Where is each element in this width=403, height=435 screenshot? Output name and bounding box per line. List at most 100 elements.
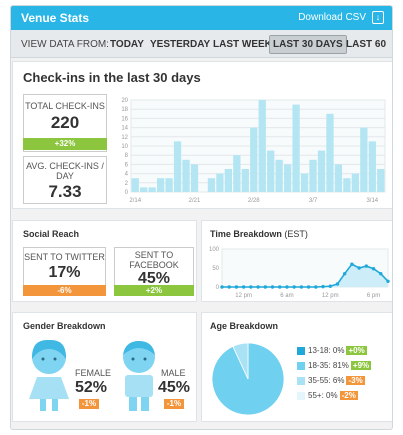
time-point (249, 285, 253, 289)
avg-checkins-box: AVG. CHECK-INS / DAY 7.33 (23, 156, 107, 204)
y-tick-label: 4 (125, 172, 129, 178)
time-point (364, 264, 369, 268)
checkin-bar (173, 141, 182, 192)
total-checkins-label: TOTAL CHECK-INS (25, 101, 105, 111)
time-point (306, 285, 311, 289)
time-point (263, 285, 268, 289)
checkin-bar (182, 159, 190, 192)
header-bar: Venue Stats Download CSV ↓ (11, 6, 392, 30)
checkin-bar (351, 173, 359, 192)
checkin-bar (233, 155, 241, 192)
time-point (321, 284, 325, 289)
checkin-bar (368, 141, 376, 192)
time-point (285, 285, 289, 289)
time-y-tick-label: 100 (209, 247, 220, 253)
twitter-box: SENT TO TWITTER 17% (23, 247, 106, 291)
checkin-bar (165, 178, 173, 192)
y-tick-label: 16 (121, 116, 128, 122)
y-tick-label: 8 (125, 153, 129, 159)
date-filter-bar: VIEW DATA FROM: TODAY YESTERDAY LAST WEE… (11, 30, 392, 58)
time-x-tick-label: 6 am (280, 293, 293, 299)
checkin-bar (140, 187, 148, 192)
filter-last-60[interactable]: LAST 60 (346, 39, 387, 50)
checkin-bar (275, 159, 283, 192)
time-point (227, 285, 231, 289)
time-x-tick-label: 12 pm (235, 293, 252, 299)
panel-title: Venue Stats (21, 11, 90, 25)
time-x-tick-label: 6 pm (367, 293, 380, 299)
checkin-bar (258, 100, 266, 192)
time-point (256, 285, 260, 289)
checkins-title: Check-ins in the last 30 days (23, 70, 201, 85)
age-swatch-13-18 (297, 346, 305, 355)
filter-yesterday[interactable]: YESTERDAY (150, 39, 211, 50)
checkin-bar (148, 187, 156, 192)
time-point (241, 285, 246, 289)
download-csv-link[interactable]: Download CSV (298, 12, 366, 23)
age-change-badge: -2% (339, 391, 358, 400)
age-legend-label: 55+: 0% (308, 391, 338, 400)
gender-breakdown-title: Gender Breakdown (23, 321, 106, 331)
checkin-bar (190, 164, 199, 192)
age-swatch-35-55 (297, 376, 305, 385)
time-line-chart: 0 50 100 12 pm 6 am 12 pm 6 pm (209, 247, 390, 299)
twitter-change: -6% (23, 285, 106, 296)
time-point (357, 266, 361, 270)
female-person-icon (29, 339, 69, 411)
x-tick-label: 2/28 (248, 198, 260, 204)
download-icon[interactable]: ↓ (372, 11, 384, 24)
social-reach-title: Social Reach (23, 229, 80, 239)
y-tick-label: 20 (121, 98, 128, 104)
time-point (371, 267, 376, 271)
age-legend-row-55-plus: 55+: 0% -2% (297, 391, 358, 400)
time-point (292, 285, 296, 289)
total-checkins-value: 220 (50, 113, 80, 132)
facebook-value: 45% (137, 270, 171, 287)
male-person-icon (123, 341, 155, 411)
time-point (234, 285, 239, 289)
age-legend-row-35-55: 35-55: 6% -3% (297, 376, 365, 385)
y-tick-label: 10 (121, 144, 128, 150)
age-change-badge: +9% (350, 361, 372, 370)
age-swatch-55-plus (297, 391, 305, 400)
checkin-bar (292, 104, 300, 192)
filter-today[interactable]: TODAY (110, 39, 144, 50)
filter-last-week[interactable]: LAST WEEK (213, 39, 272, 50)
checkin-bar (334, 164, 343, 192)
filter-last-30-days[interactable]: LAST 30 DAYS (269, 35, 347, 54)
x-tick-label: 2/14 (129, 198, 141, 204)
time-x-tick-label: 12 pm (322, 293, 339, 299)
social-reach-card: Social Reach SENT TO TWITTER 17% -6% SEN… (12, 220, 197, 302)
checkin-bar (224, 169, 232, 192)
y-tick-label: 2 (125, 181, 129, 187)
age-change-badge: +0% (346, 346, 367, 355)
checkin-bar (241, 169, 249, 192)
time-breakdown-title: Time Breakdown (EST) (210, 229, 308, 239)
x-tick-label: 3/7 (309, 198, 318, 204)
age-pie-slice (232, 342, 249, 380)
time-y-tick-label: 50 (212, 266, 219, 272)
y-tick-label: 12 (121, 135, 128, 141)
time-breakdown-card: Time Breakdown (EST) 0 50 100 12 pm 6 am 12 p… (201, 220, 392, 302)
age-breakdown-title: Age Breakdown (210, 321, 279, 331)
venue-stats-panel: Venue Stats Download CSV ↓ VIEW DATA FRO… (10, 5, 393, 430)
age-breakdown-card: Age Breakdown (201, 312, 392, 422)
checkin-bar (250, 127, 258, 192)
time-point (328, 284, 332, 288)
checkin-bar (326, 113, 334, 192)
time-point (335, 282, 340, 286)
time-point (299, 285, 304, 289)
avg-checkins-value: 7.33 (48, 182, 82, 201)
twitter-label: SENT TO TWITTER (24, 252, 105, 262)
y-tick-label: 0 (125, 190, 129, 196)
time-area (222, 264, 388, 287)
total-checkins-change: +32% (23, 138, 107, 150)
gender-breakdown-card: Gender Breakdown FEMALE 52% -1% MALE 45%… (12, 312, 197, 422)
time-point (350, 262, 354, 266)
age-pie-chart (211, 342, 285, 416)
time-y-tick-label: 0 (216, 285, 220, 291)
checkin-bar (207, 178, 216, 192)
checkin-bar (267, 150, 275, 192)
y-tick-label: 6 (125, 162, 129, 168)
facebook-box: SENT TO FACEBOOK 45% (114, 247, 194, 291)
